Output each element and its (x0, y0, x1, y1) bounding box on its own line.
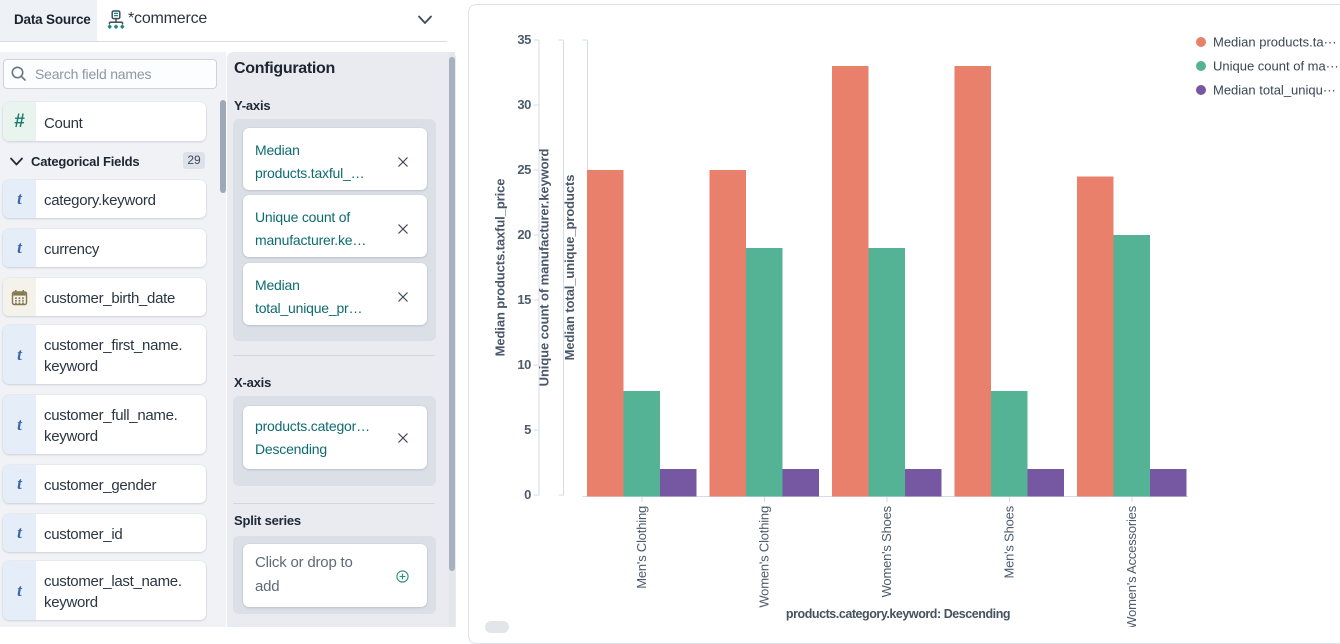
svg-text:20: 20 (517, 227, 531, 242)
svg-text:0: 0 (524, 487, 531, 502)
svg-text:Median total_uniqu···: Median total_uniqu··· (1213, 83, 1336, 98)
svg-text:products.category.keyword: Des: products.category.keyword: Descending (786, 607, 1010, 621)
svg-text:Men's Shoes: Men's Shoes (1002, 505, 1017, 578)
svg-text:10: 10 (517, 357, 531, 372)
svg-text:Unique count of ma···: Unique count of ma··· (1213, 59, 1339, 74)
svg-text:Women's Shoes: Women's Shoes (879, 505, 894, 597)
svg-text:Women's Clothing: Women's Clothing (757, 506, 772, 608)
svg-text:15: 15 (517, 292, 531, 307)
svg-text:5: 5 (524, 422, 531, 437)
svg-text:35: 35 (517, 32, 531, 47)
svg-text:Unique count of manufacturer.k: Unique count of manufacturer.keyword (537, 149, 552, 387)
svg-text:25: 25 (517, 162, 531, 177)
svg-text:Median products.ta···: Median products.ta··· (1213, 35, 1337, 50)
svg-text:30: 30 (517, 97, 531, 112)
svg-text:Median total_unique_products: Median total_unique_products (562, 175, 577, 361)
svg-text:Median products.taxful_price: Median products.taxful_price (493, 179, 508, 357)
svg-text:Women's Accessories: Women's Accessories (1124, 505, 1139, 627)
svg-text:Men's Clothing: Men's Clothing (634, 506, 649, 589)
